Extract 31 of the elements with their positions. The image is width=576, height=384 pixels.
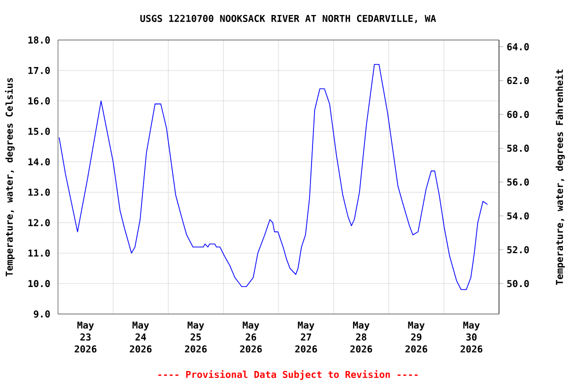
y-tick-label: 16.0 [28,97,50,104]
x-tick-label: May 25 2026 [184,322,207,353]
x-tick-label: May 28 2026 [350,322,372,353]
y-tick-label: 13.0 [28,188,50,196]
y2-tick-label: 52.0 [507,246,529,254]
y2-tick-label: 50.0 [507,280,529,288]
y-tick-label: 10.0 [28,280,50,288]
chart-title: USGS 12210700 NOOKSACK RIVER AT NORTH CEDARVILLE, WA [140,14,436,24]
x-tick-label: May 24 2026 [130,322,152,353]
y-tick-label: 11.0 [28,250,50,257]
y2-tick-label: 54.0 [507,212,529,220]
x-tick-label: May 29 2026 [405,322,428,353]
y-tick-label: 9.0 [34,310,50,318]
line-series [58,64,488,290]
x-tick-label: May 30 2026 [460,322,482,353]
y2-tick-label: 58.0 [507,144,529,152]
y-axis-title: Temperature, water, degrees Celsius [4,78,15,276]
y2-tick-label: 60.0 [507,110,529,118]
x-tick-label: May 27 2026 [295,322,317,353]
x-tick-label: May 26 2026 [240,322,262,353]
y-tick-label: 17.0 [28,66,50,74]
y-tick-label: 15.0 [28,128,50,135]
y-tick-label: 18.0 [28,36,50,44]
y-tick-label: 14.0 [28,158,50,166]
y-tick-label: 12.0 [28,219,50,226]
y2-tick-label: 62.0 [507,77,529,84]
text: ---- Provisional Data Subject to Revision ---- [158,370,418,380]
x-tick-label: May 23 2026 [74,322,96,353]
y2-tick-label: 64.0 [507,43,529,50]
y2-tick-label: 56.0 [507,178,529,186]
y2-axis-title: Temperature, water, degrees Fahrenheit [555,70,565,285]
